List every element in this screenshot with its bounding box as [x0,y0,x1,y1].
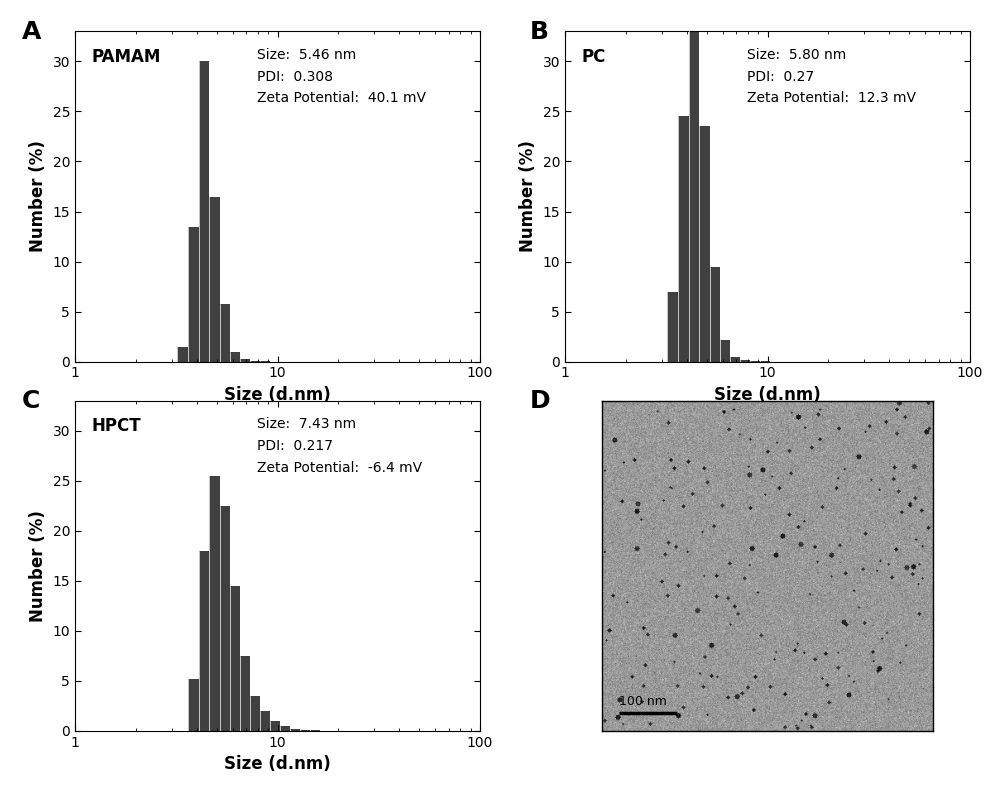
Text: PC: PC [581,48,606,66]
X-axis label: Size (d.nm): Size (d.nm) [714,386,821,404]
Text: B: B [530,20,549,44]
Text: 100 nm: 100 nm [619,695,667,708]
X-axis label: Size (d.nm): Size (d.nm) [224,386,331,404]
Text: D: D [530,389,551,413]
Y-axis label: Number (%): Number (%) [29,510,47,622]
Y-axis label: Number (%): Number (%) [519,141,537,252]
Text: Size:  5.80 nm
PDI:  0.27
Zeta Potential:  12.3 mV: Size: 5.80 nm PDI: 0.27 Zeta Potential: … [747,48,916,105]
Text: C: C [22,389,40,413]
Text: PAMAM: PAMAM [91,48,161,66]
Text: A: A [22,20,41,44]
Text: Size:  5.46 nm
PDI:  0.308
Zeta Potential:  40.1 mV: Size: 5.46 nm PDI: 0.308 Zeta Potential:… [257,48,426,105]
Text: HPCT: HPCT [91,417,141,435]
X-axis label: Size (d.nm): Size (d.nm) [224,755,331,773]
Y-axis label: Number (%): Number (%) [29,141,47,252]
Text: Size:  7.43 nm
PDI:  0.217
Zeta Potential:  -6.4 mV: Size: 7.43 nm PDI: 0.217 Zeta Potential:… [257,417,422,475]
